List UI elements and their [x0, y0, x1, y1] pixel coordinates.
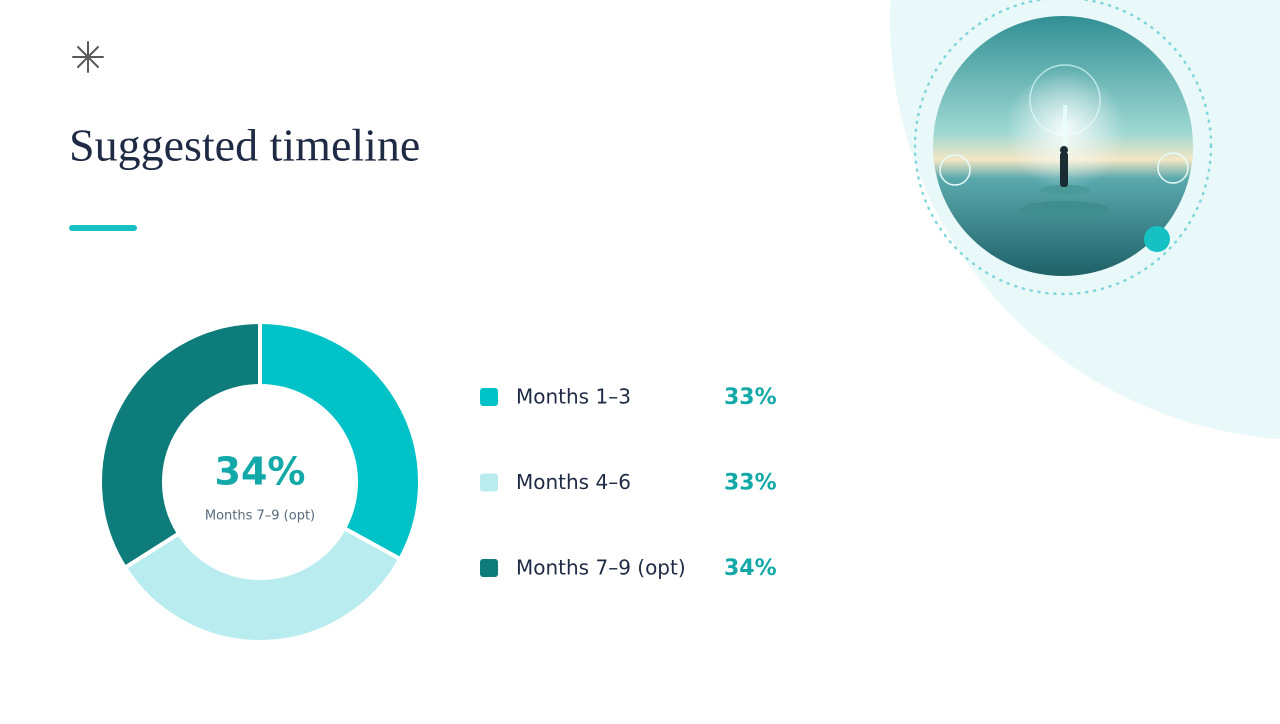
donut-slice	[98, 319, 262, 571]
legend-value: 33%	[724, 471, 777, 496]
legend-swatch	[480, 473, 498, 492]
legend-swatch	[480, 559, 498, 577]
legend-label: Months 7–9 (opt)	[516, 556, 686, 580]
center-label: Months 7–9 (opt)	[205, 509, 315, 524]
legend-swatch	[480, 388, 498, 406]
dotted-ring	[913, 0, 1213, 296]
logo	[72, 41, 104, 73]
center-value: 34%	[215, 450, 306, 494]
legend-label: Months 4–6	[516, 470, 631, 494]
accent-dot	[1144, 226, 1170, 252]
title-underline	[69, 225, 137, 231]
donut-slice	[122, 525, 403, 644]
donut-chart	[98, 319, 422, 644]
slide-title: Suggested timeline	[69, 120, 420, 171]
legend-value: 33%	[724, 385, 777, 410]
legend: Months 1–3 33% Months 4–6 33% Months 7–9 (op…	[480, 385, 777, 581]
legend-value: 34%	[724, 556, 777, 581]
donut-slice	[258, 319, 422, 562]
legend-label: Months 1–3	[516, 385, 631, 409]
